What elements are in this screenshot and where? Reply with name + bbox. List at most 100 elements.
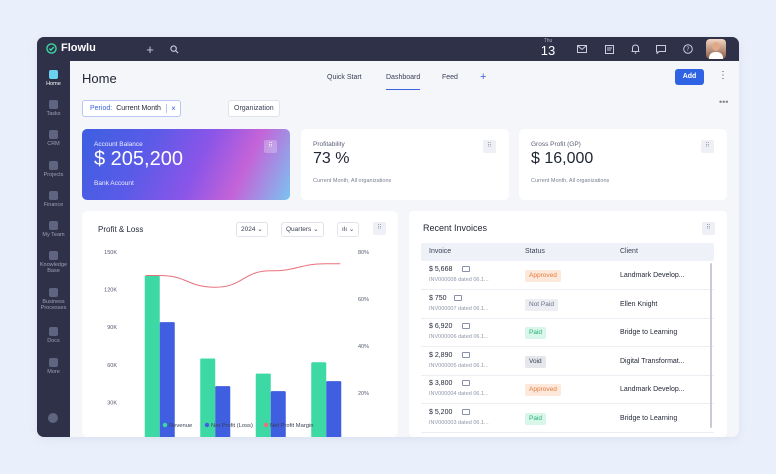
- drag-handle-icon[interactable]: ⠿: [373, 222, 386, 235]
- sidebar-item-label: Knowledge Base: [39, 262, 68, 274]
- notes-icon[interactable]: [602, 42, 616, 56]
- column-header[interactable]: Invoice: [429, 248, 452, 255]
- revenue-bar: [144, 275, 160, 437]
- y2-axis-tick-label: 40%: [358, 344, 369, 350]
- net-profit-bar: [270, 391, 286, 437]
- sidebar-item-knowledge-base[interactable]: Knowledge Base: [37, 251, 70, 274]
- top-bar: Flowlu + Thu 13 ?: [37, 37, 739, 61]
- date-widget[interactable]: Thu 13: [539, 38, 557, 58]
- chart-type-select[interactable]: ılı ⌄: [337, 222, 360, 237]
- create-plus-icon[interactable]: +: [146, 41, 154, 57]
- search-icon[interactable]: [167, 42, 181, 56]
- sidebar-item-label: CRM: [47, 141, 60, 147]
- net-profit-bar: [215, 386, 231, 437]
- sidebar-item-crm[interactable]: CRM: [37, 130, 70, 147]
- drag-handle-icon[interactable]: ⠿: [701, 140, 714, 153]
- card-label: Gross Profit (GP): [531, 141, 581, 148]
- clear-filter-icon[interactable]: ×: [165, 104, 180, 113]
- sidebar-item-my-team[interactable]: My Team: [37, 221, 70, 238]
- sidebar-item-tasks[interactable]: Tasks: [37, 100, 70, 117]
- client-name[interactable]: Ellen Knight: [620, 300, 658, 308]
- table-row[interactable]: $ 5,200 INV000003 dated 06.1... Paid Bridge…: [421, 405, 714, 433]
- more-options-icon[interactable]: •••: [719, 97, 729, 107]
- client-name[interactable]: Digital Transformat...: [620, 357, 685, 365]
- drag-handle-icon[interactable]: ⠿: [264, 140, 277, 153]
- invoice-reference: INV000006 dated 06.1...: [429, 334, 489, 340]
- table-row[interactable]: $ 750 INV000007 dated 06.1... Not Paid Elle…: [421, 291, 714, 319]
- sidebar-item-business-processes[interactable]: Business Processes: [37, 288, 70, 311]
- mail-icon[interactable]: [575, 42, 589, 56]
- chat-icon[interactable]: [654, 42, 668, 56]
- user-avatar[interactable]: [706, 39, 726, 59]
- tab-dashboard[interactable]: Dashboard: [386, 74, 421, 90]
- status-badge: Void: [525, 355, 546, 368]
- y-axis-tick-label: 30K: [107, 400, 117, 406]
- account-balance-card[interactable]: Account Balance $ 205,200 Bank Account ⠿: [82, 129, 290, 200]
- client-name[interactable]: Landmark Develop...: [620, 386, 685, 393]
- column-header[interactable]: Status: [525, 248, 545, 255]
- period-filter[interactable]: Period: Current Month ×: [82, 100, 181, 117]
- sidebar-item-label: Projects: [43, 172, 64, 178]
- invoice-amount[interactable]: $ 3,800: [429, 380, 453, 387]
- invoice-amount[interactable]: $ 750: [429, 294, 447, 302]
- sidebar-item-home[interactable]: Home: [37, 70, 70, 87]
- envelope-icon[interactable]: [461, 266, 470, 272]
- client-name[interactable]: Bridge to Learning: [620, 414, 678, 422]
- sidebar-item-projects[interactable]: Projects: [37, 161, 70, 178]
- client-name[interactable]: Landmark Develop...: [620, 272, 685, 279]
- envelope-icon[interactable]: [461, 351, 470, 358]
- envelope-icon[interactable]: [461, 408, 470, 415]
- profitability-card[interactable]: Profitability 73 % Current Month, All or…: [301, 129, 509, 200]
- invoice-reference: INV000003 dated 06.1...: [429, 419, 489, 426]
- add-button[interactable]: Add: [675, 69, 704, 85]
- card-value: $ 16,000: [531, 150, 594, 167]
- tab-quick-start[interactable]: Quick Start: [327, 74, 362, 81]
- sidebar-item-label: My Team: [42, 232, 65, 238]
- bell-icon[interactable]: [628, 42, 642, 56]
- sidebar-item-more[interactable]: More: [37, 358, 70, 375]
- date-day: 13: [540, 43, 556, 58]
- sidebar-item-finance[interactable]: Finance: [37, 191, 70, 208]
- client-name[interactable]: Bridge to Learning: [620, 329, 678, 336]
- invoice-amount[interactable]: $ 5,668: [429, 266, 453, 273]
- table-row[interactable]: $ 5,668 INV000008 dated 06.1... Approved La…: [421, 262, 714, 290]
- organization-filter[interactable]: Organization: [228, 100, 280, 117]
- sidebar: Home Tasks CRM Projects Finance My Team …: [37, 61, 70, 437]
- period-select[interactable]: Quarters ⌄: [281, 222, 324, 237]
- add-tab-button[interactable]: +: [480, 71, 487, 83]
- y-axis-tick-label: 120K: [104, 288, 117, 294]
- card-sub: Current Month, All organizations: [313, 178, 392, 184]
- year-select[interactable]: 2024 ⌄: [236, 222, 268, 237]
- column-header[interactable]: Client: [620, 248, 638, 255]
- tab-feed[interactable]: Feed: [442, 74, 458, 81]
- gross-profit-card[interactable]: Gross Profit (GP) $ 16,000 Current Month…: [519, 129, 727, 200]
- panel-title: Profit & Loss: [98, 225, 144, 234]
- main-area: Home Quick Start Dashboard Feed + Add ⋮ …: [70, 61, 739, 437]
- y2-axis-tick-label: 20%: [358, 391, 369, 397]
- app-logo[interactable]: Flowlu: [46, 42, 96, 54]
- sidebar-item-docs[interactable]: Docs: [37, 327, 70, 344]
- team-icon: [49, 221, 58, 230]
- invoice-amount[interactable]: $ 2,890: [429, 351, 453, 359]
- invoice-amount[interactable]: $ 6,920: [429, 323, 453, 330]
- app-name: Flowlu: [61, 42, 96, 54]
- drag-handle-icon[interactable]: ⠿: [483, 140, 496, 153]
- invoice-amount[interactable]: $ 5,200: [429, 408, 453, 416]
- card-value: $ 205,200: [94, 148, 183, 170]
- legend-marker: [263, 422, 269, 428]
- kebab-menu-icon[interactable]: ⋮: [718, 70, 728, 81]
- envelope-icon[interactable]: [461, 323, 470, 329]
- table-row[interactable]: $ 3,800 INV000004 dated 06.1... Approved La…: [421, 376, 714, 404]
- crm-icon: [49, 130, 58, 139]
- table-row[interactable]: $ 2,890 INV000005 dated 06.1... Void Digita…: [421, 348, 714, 376]
- help-icon[interactable]: ?: [681, 42, 695, 56]
- profit-loss-panel: Profit & Loss 2024 ⌄ Quarters ⌄ ılı ⌄ ⠿ …: [82, 211, 398, 437]
- support-icon[interactable]: [48, 413, 58, 423]
- card-label: Profitability: [313, 141, 345, 148]
- scrollbar[interactable]: [710, 263, 712, 428]
- table-row[interactable]: $ 6,920 INV000006 dated 06.1... Paid Bridge…: [421, 319, 714, 347]
- drag-handle-icon[interactable]: ⠿: [702, 222, 715, 235]
- envelope-icon[interactable]: [453, 294, 462, 301]
- knowledge-base-icon: [49, 251, 58, 260]
- envelope-icon[interactable]: [461, 380, 470, 386]
